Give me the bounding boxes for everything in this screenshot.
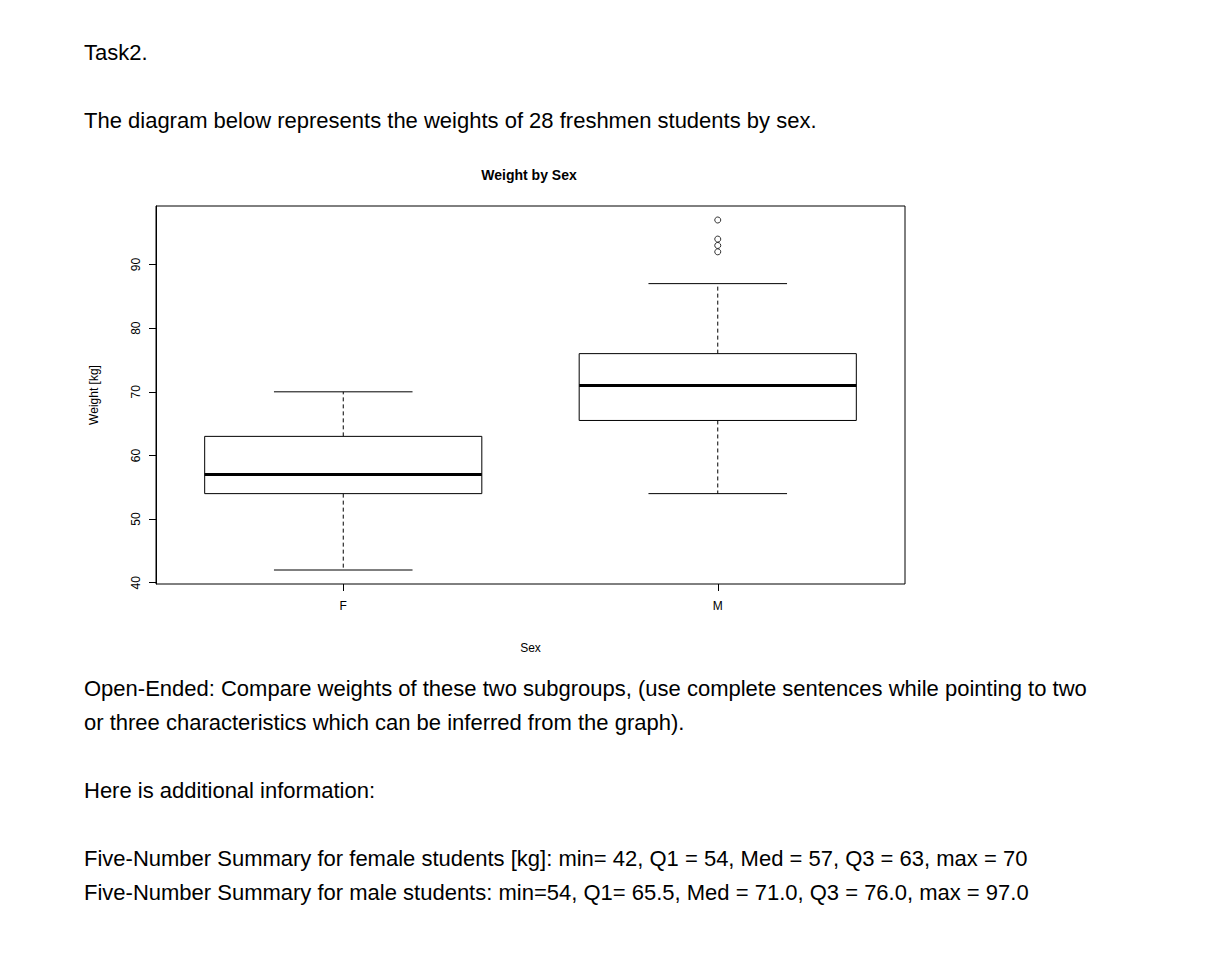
html-text:Task2.: Task2.	[84, 40, 148, 65]
svg-text:M: M	[713, 599, 723, 613]
svg-text:60: 60	[129, 448, 143, 462]
html-text:Open-Ended: Compare weights of: Open-Ended: Compare weights of these two…	[84, 676, 1087, 735]
html-text:The diagram below represents t: The diagram below represents the weights…	[84, 108, 817, 133]
svg-text:90: 90	[129, 258, 143, 272]
svg-text:F: F	[340, 599, 347, 613]
svg-text:40: 40	[129, 576, 143, 590]
svg-text:Weight by Sex: Weight by Sex	[481, 167, 577, 183]
svg-text:Sex: Sex	[520, 641, 541, 655]
svg-text:Weight [kg]: Weight [kg]	[87, 365, 101, 425]
svg-text:70: 70	[129, 385, 143, 399]
html-text:Five-Number Summary for female: Five-Number Summary for female students …	[84, 846, 1028, 871]
html-text:Five-Number Summary for male s: Five-Number Summary for male students: m…	[84, 880, 1029, 905]
html-text:Here is additional information: Here is additional information:	[84, 778, 375, 803]
svg-text:80: 80	[129, 321, 143, 335]
svg-text:50: 50	[129, 512, 143, 526]
